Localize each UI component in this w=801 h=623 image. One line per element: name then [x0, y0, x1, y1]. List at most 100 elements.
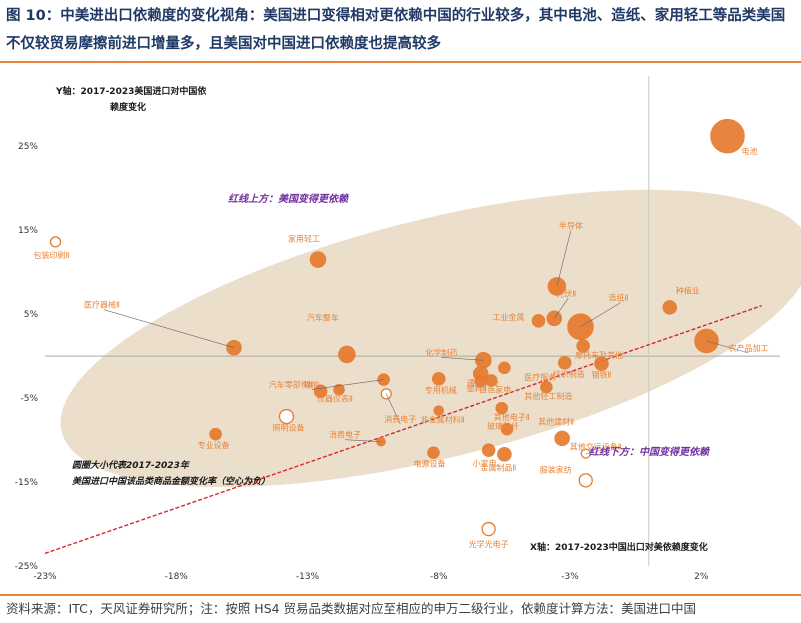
point-label: 照明设备: [273, 423, 305, 433]
chart-area: 25% 15% 5% -5% -15% -25% -23% -18% -13% -8% -3% 2% …: [0, 66, 801, 594]
point-label: 包装印刷Ⅱ: [34, 250, 70, 260]
y-tick-label: 15%: [18, 226, 38, 236]
point-label: 医疗服务: [524, 372, 556, 382]
leader-line: [103, 309, 235, 348]
x-tick-label: -13%: [296, 572, 320, 582]
bubble-size-note-1: 圆圈大小代表2017-2023年: [72, 460, 191, 471]
point-label: 造纸Ⅱ: [609, 293, 629, 303]
bubble: [338, 345, 356, 364]
bubble: [578, 473, 593, 488]
x-tick-label: -18%: [165, 572, 189, 582]
bubble: [540, 380, 553, 394]
y-tick-label: 5%: [24, 310, 39, 320]
point-label: 消费电子: [384, 414, 416, 424]
point-label: 工业金属: [493, 312, 525, 322]
point-label: 玻璃玻纤: [487, 421, 519, 431]
bubble: [594, 356, 609, 371]
point-label: 其他建材Ⅱ: [538, 416, 574, 426]
point-label: 电池: [742, 146, 758, 156]
bubble: [333, 383, 345, 396]
point-label: 半导体: [559, 220, 583, 230]
x-tick-label: -23%: [33, 572, 57, 582]
annotation-above-line: 红线上方：美国变得更依赖: [228, 193, 349, 205]
point-label: 农产品加工: [729, 343, 769, 353]
point-label: 其他轻工制造: [524, 391, 572, 401]
point-label: 白色家电: [479, 384, 511, 394]
point-label: 医疗器械Ⅱ: [84, 300, 120, 310]
bubble: [710, 118, 745, 154]
point-label: 化学制药: [425, 347, 457, 357]
point-label: 电源设备: [414, 459, 446, 469]
leader-line: [441, 356, 484, 361]
point-label: 仪器仪表Ⅱ: [317, 394, 353, 404]
bubble: [209, 427, 222, 441]
point-label: 通用设备: [467, 378, 499, 388]
y-tick-label: -25%: [15, 562, 39, 572]
bubble: [431, 371, 446, 386]
y-tick-label: -15%: [15, 478, 39, 488]
leader-line: [554, 298, 569, 319]
point-label: 专业设备: [198, 440, 230, 450]
point-label: 其他交运设备Ⅱ: [570, 441, 622, 451]
point-label: 纺织制造: [553, 369, 585, 379]
point-label: 金属制品Ⅱ: [480, 462, 516, 472]
shaded-region-ellipse: [60, 189, 801, 488]
bubble: [495, 401, 509, 415]
annotation-below-line: 红线下方：中国变得更依赖: [589, 446, 710, 458]
point-label: 光学光电子: [469, 539, 509, 549]
point-label: 家用轻工: [288, 234, 320, 244]
x-tick-label: 2%: [694, 572, 709, 582]
point-label: 塑料Ⅱ: [467, 383, 487, 393]
leader-line: [580, 302, 621, 327]
point-label: 非金属材料Ⅱ: [421, 415, 465, 425]
bubble: [309, 251, 327, 268]
bubble: [497, 447, 512, 462]
point-label: 汽车零部件Ⅱ: [269, 379, 313, 389]
bubble-chart: 25%15%5%-5%-15%-25%-23% -18% -13% -8% -3% 2% …: [15, 76, 801, 582]
point-label: 种植业: [676, 285, 700, 295]
leader-line: [706, 340, 749, 354]
leader-line: [556, 230, 572, 287]
bubble: [498, 361, 511, 375]
trend-line: [44, 305, 762, 555]
bubble: [278, 408, 295, 425]
bubble-size-note-2: 美国进口中国该品类商品金额变化率（空心为负）: [72, 476, 270, 487]
bubble: [576, 339, 590, 353]
x-axis-title: X轴：2017-2023中国出口对美依赖度变化: [530, 541, 708, 553]
bubble: [49, 236, 62, 248]
bubble: [557, 356, 572, 370]
x-tick-label: -8%: [430, 572, 448, 582]
source-note: 资料来源：ITC，天风证券研究所；注：按照 HS4 贸易品类数据对应至相应的申万…: [6, 601, 697, 616]
point-label: 摩托车及其他: [575, 350, 623, 360]
leader-line: [585, 451, 598, 454]
x-tick-label: -3%: [561, 572, 579, 582]
point-label: 光伏Ⅱ: [556, 288, 576, 298]
title-rule: [0, 61, 801, 63]
leader-line: [311, 379, 384, 390]
point-label: 服装家纺: [540, 464, 572, 474]
bubble: [484, 374, 498, 387]
bubble: [433, 405, 445, 416]
bubble: [500, 422, 514, 436]
point-label: 消费电子: [329, 430, 361, 440]
point-label: 汽车整车: [307, 312, 339, 322]
bubble: [554, 430, 570, 447]
y-tick-label: 25%: [18, 142, 38, 152]
point-label: 专用机械: [425, 385, 457, 395]
bubble: [481, 443, 496, 457]
bubble: [427, 446, 440, 459]
footer-rule: [0, 594, 801, 596]
bubble: [546, 310, 563, 327]
point-label: 钢铁Ⅱ: [592, 370, 612, 380]
figure-title: 图 10：中美进出口依赖度的变化视角：美国进口变得相对更依赖中国的行业较多，其中…: [6, 8, 786, 52]
bubble: [531, 314, 546, 328]
bubble: [481, 521, 496, 537]
point-label: 其他电子Ⅱ: [494, 412, 530, 422]
point-label: 橡胶: [304, 380, 320, 390]
y-axis-title: Y轴：2017-2023美国进口对中国依赖度变化: [55, 85, 207, 113]
leader-line: [344, 439, 382, 443]
y-tick-label: -5%: [20, 394, 38, 404]
leader-line: [385, 393, 401, 425]
bubble: [662, 300, 678, 315]
point-label: 小家电: [473, 458, 497, 468]
